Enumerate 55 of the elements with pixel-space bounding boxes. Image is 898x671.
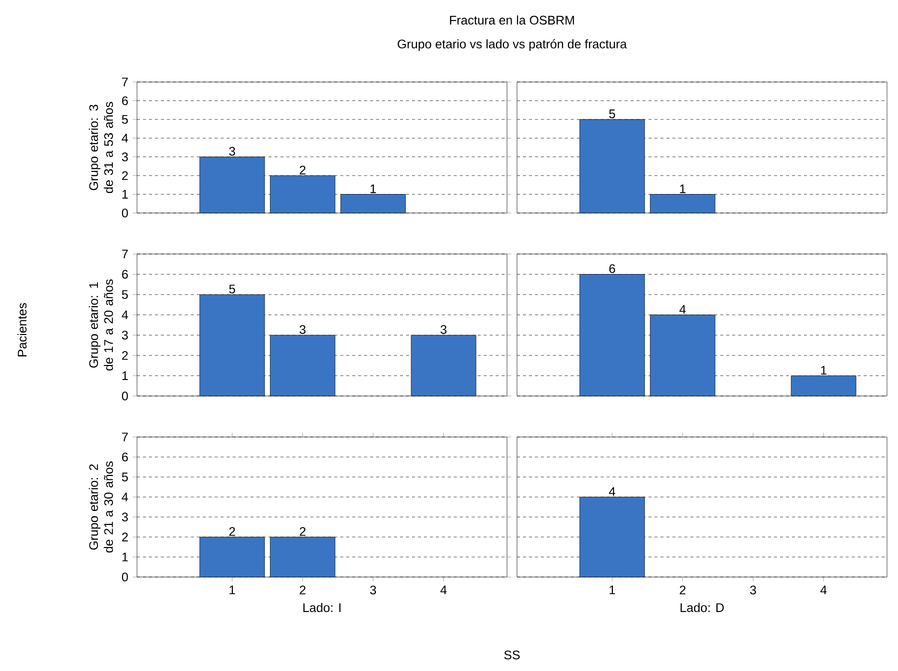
y-axis-title: Grupo etario: 1 de 17 a 20 años	[88, 279, 113, 371]
y-tick-label: 6	[122, 452, 128, 462]
chart-subtitle: Grupo etario vs lado vs patrón de fractura	[398, 39, 627, 51]
data-label: 5	[229, 284, 236, 294]
y-tick-label: 1	[122, 190, 128, 199]
y-tick-label: 4	[122, 492, 128, 502]
y-tick-label: 1	[122, 371, 128, 380]
y-tick-label: 0	[122, 572, 128, 582]
y-axis-title: Grupo etario: 2 de 21 a 30 años	[88, 461, 113, 553]
data-label: 1	[821, 366, 826, 375]
y-tick-label: 5	[122, 290, 128, 299]
text: SS	[504, 650, 520, 660]
chart-title: Fractura en la OSBRM	[450, 15, 574, 25]
y-axis-title: Grupo etario: 3 de 31 a 53 años	[88, 102, 113, 194]
x-tick-label: 4	[820, 586, 827, 594]
y-tick-label: 7	[122, 78, 128, 86]
x-axis-title: Lado: D	[680, 602, 724, 612]
data-label: 3	[440, 325, 446, 334]
y-tick-label: 5	[122, 472, 128, 482]
x-tick-label: 3	[750, 586, 756, 594]
y-tick-label: 6	[122, 270, 128, 279]
y-tick-label: 2	[122, 351, 128, 360]
data-label: 2	[300, 166, 306, 174]
x-tick-label: 2	[300, 586, 306, 594]
x-tick-label: 1	[230, 586, 235, 594]
y-tick-label: 2	[122, 532, 128, 542]
y-tick-label: 3	[122, 512, 128, 522]
y-tick-label: 7	[122, 250, 128, 258]
x-tick-label: 2	[680, 586, 686, 594]
data-label: 1	[680, 184, 686, 194]
y-tick-label: 4	[122, 134, 128, 142]
y-tick-label: 0	[122, 392, 128, 400]
data-label: 2	[229, 527, 235, 536]
y-tick-label: 7	[122, 432, 128, 442]
y-tick-label: 3	[122, 152, 128, 162]
data-label: 3	[300, 325, 306, 334]
x-tick-label: 1	[610, 586, 615, 594]
text: Pacientes	[17, 303, 27, 356]
x-tick-label: 4	[440, 586, 447, 594]
y-tick-label: 4	[122, 310, 128, 320]
data-label: 2	[300, 527, 306, 536]
data-label: 4	[679, 305, 686, 314]
y-tick-label: 2	[122, 171, 128, 180]
y-tick-label: 5	[122, 115, 128, 124]
data-label: 5	[609, 110, 616, 118]
y-tick-label: 1	[122, 552, 128, 562]
y-tick-label: 0	[122, 208, 128, 218]
data-label: 4	[608, 487, 616, 496]
x-axis-title: Lado: I	[303, 602, 340, 612]
data-label: 1	[370, 184, 376, 194]
x-tick-label: 3	[370, 586, 376, 594]
data-label: 6	[609, 264, 616, 274]
y-tick-label: 3	[122, 330, 128, 340]
y-tick-label: 6	[122, 96, 128, 106]
data-label: 3	[229, 146, 236, 156]
